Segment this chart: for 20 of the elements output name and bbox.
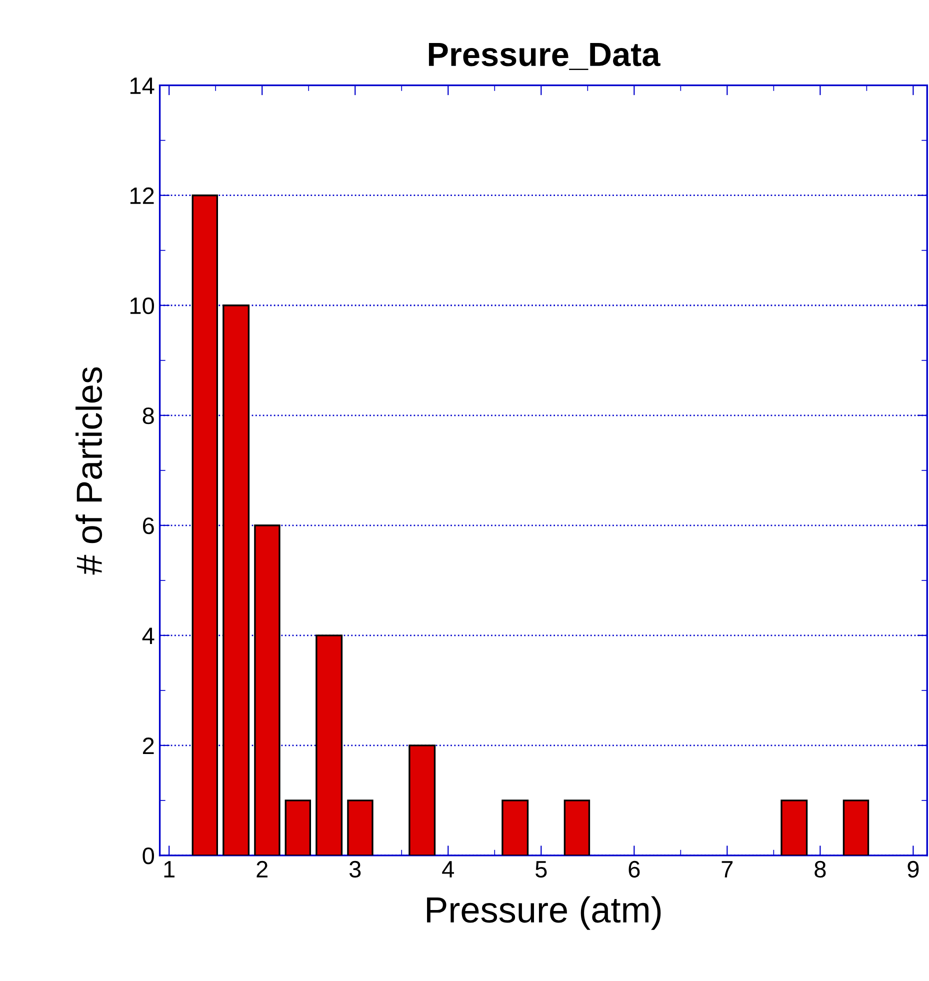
y-tick-label: 12	[130, 187, 154, 204]
x-tick-label: 4	[442, 861, 454, 878]
x-axis-title: Pressure (atm)	[427, 896, 661, 930]
x-tick-label: 1	[164, 861, 175, 878]
y-tick-label: 10	[130, 297, 154, 314]
y-tick-label: 4	[142, 628, 154, 644]
y-tick-label: 2	[142, 737, 154, 754]
x-tick-label: 9	[908, 860, 919, 878]
y-axis-title: # of Particles	[76, 367, 102, 575]
chart-title: Pressure_Data	[428, 42, 660, 70]
y-tick-label: 6	[142, 517, 154, 534]
x-tick-label: 5	[536, 861, 547, 878]
y-tick-label: 14	[130, 78, 154, 94]
y-tick-label: 0	[142, 848, 154, 864]
x-tick-label: 6	[628, 860, 640, 878]
y-tick-label: 8	[142, 407, 154, 424]
x-tick-label: 3	[349, 860, 361, 878]
x-tick-label: 2	[256, 860, 268, 878]
x-tick-label: 8	[814, 860, 826, 878]
x-tick-label: 7	[722, 861, 733, 878]
